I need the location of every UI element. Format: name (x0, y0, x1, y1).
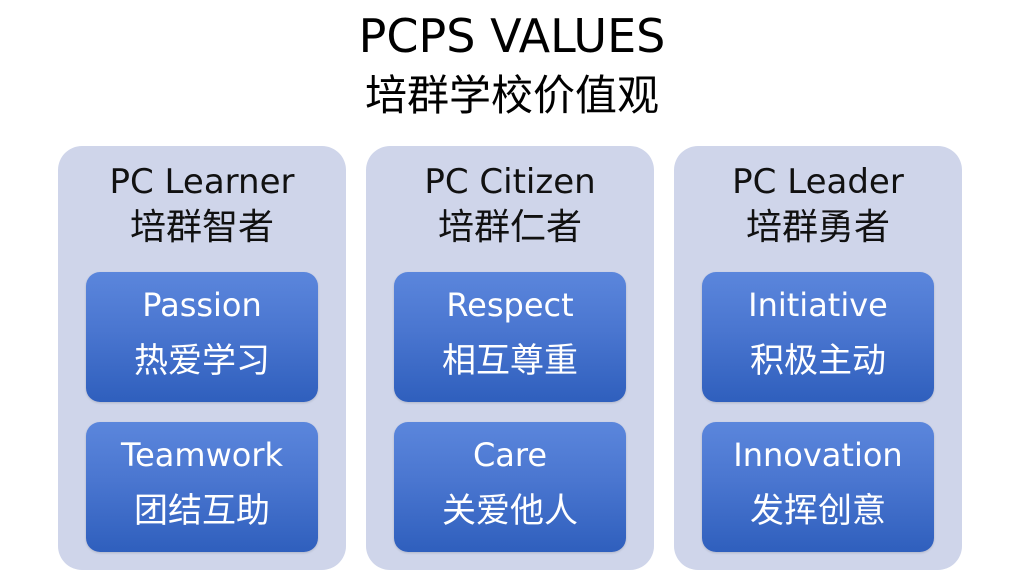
value-label-chinese: 相互尊重 (442, 341, 578, 381)
column-heading-chinese: 培群勇者 (745, 207, 890, 248)
value-box-care: Care 关爱他人 (394, 422, 626, 552)
column-heading: PC Leader (732, 162, 904, 202)
value-label: Initiative (748, 286, 888, 324)
column-heading-chinese: 培群仁者 (437, 207, 582, 248)
column-heading: PC Learner (109, 162, 295, 202)
column-pc-learner: PC Learner 培群智者 Passion 热爱学习 Teamwork 团结… (58, 146, 346, 570)
column-heading-chinese: 培群智者 (129, 207, 274, 248)
value-label: Teamwork (120, 436, 283, 474)
value-box-initiative: Initiative 积极主动 (702, 272, 934, 402)
column-heading: PC Citizen (424, 162, 596, 202)
page-title-chinese: 培群学校价值观 (364, 71, 659, 120)
value-label: Care (472, 436, 548, 474)
value-label: Respect (446, 286, 574, 324)
value-box-passion: Passion 热爱学习 (86, 272, 318, 402)
value-label-chinese: 热爱学习 (134, 341, 270, 381)
value-label: Passion (142, 286, 262, 324)
value-label-chinese: 团结互助 (134, 491, 270, 531)
value-label-chinese: 积极主动 (750, 341, 886, 381)
value-label: Innovation (733, 436, 903, 474)
column-pc-citizen: PC Citizen 培群仁者 Respect 相互尊重 Care 关爱他人 (366, 146, 654, 570)
value-box-respect: Respect 相互尊重 (394, 272, 626, 402)
column-pc-leader: PC Leader 培群勇者 Initiative 积极主动 Innovatio… (674, 146, 962, 570)
value-label-chinese: 发挥创意 (750, 491, 886, 531)
value-box-innovation: Innovation 发挥创意 (702, 422, 934, 552)
page-title: PCPS VALUES (358, 9, 666, 63)
value-box-teamwork: Teamwork 团结互助 (86, 422, 318, 552)
value-label-chinese: 关爱他人 (442, 491, 578, 531)
